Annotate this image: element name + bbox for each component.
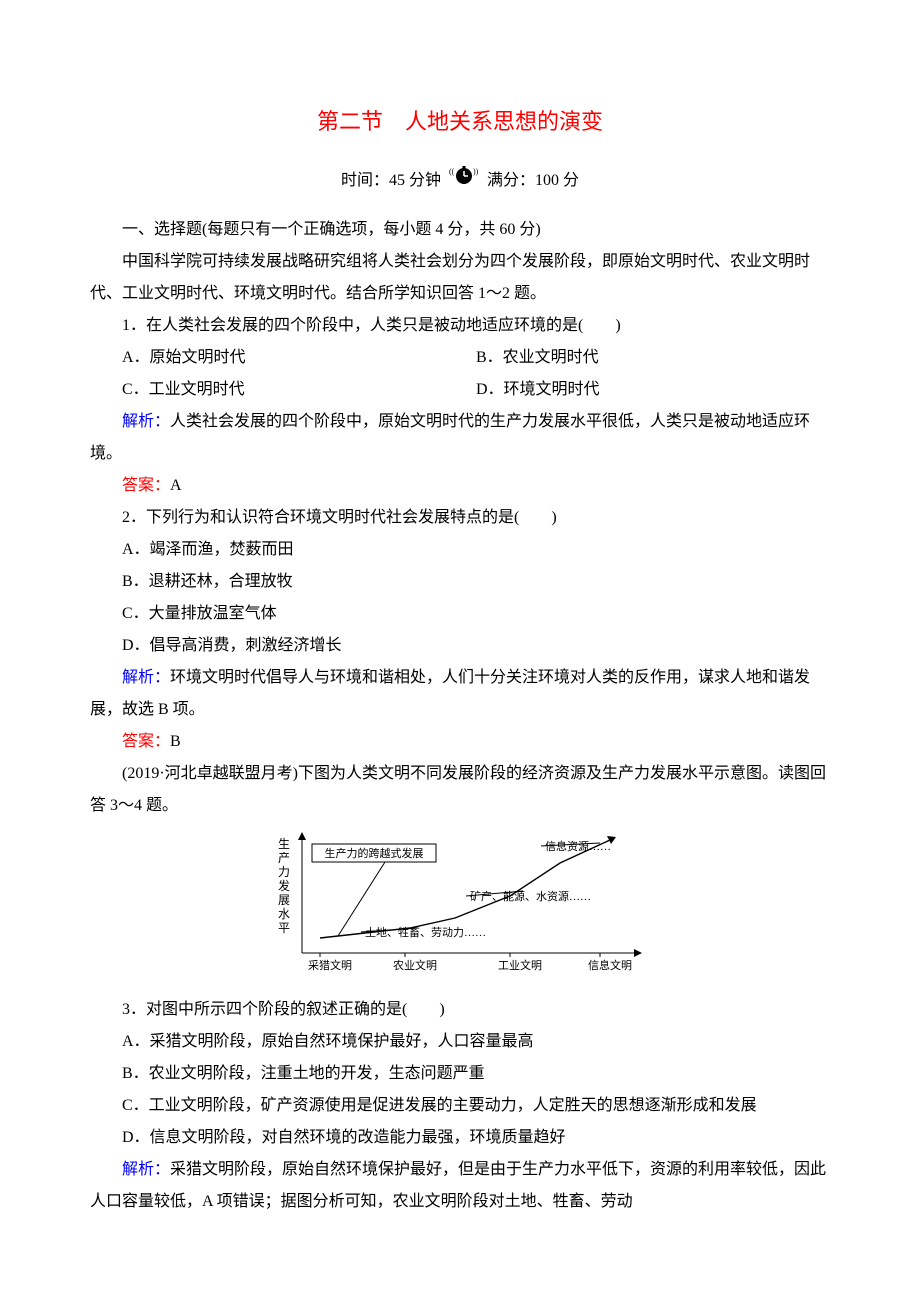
analysis-label: 解析：	[122, 1161, 170, 1178]
q3-analysis-text: 采猎文明阶段，原始自然环境保护最好，但是由于生产力水平低下，资源的利用率较低，因…	[90, 1161, 826, 1210]
svg-text:信息资源……: 信息资源……	[545, 839, 611, 853]
svg-text:土地、牲畜、劳动力……: 土地、牲畜、劳动力……	[365, 925, 486, 939]
q3-option-b: B．农业文明阶段，注重土地的开发，生态问题严重	[90, 1058, 830, 1090]
svg-text:平: 平	[278, 921, 290, 935]
svg-text:((: ((	[449, 167, 455, 176]
q2-answer: 答案：B	[90, 726, 830, 758]
q2-stem: 2．下列行为和认识符合环境文明时代社会发展特点的是( )	[90, 502, 830, 534]
svg-text:)): ))	[473, 167, 479, 176]
svg-text:矿产、能源、水资源……: 矿产、能源、水资源……	[470, 889, 591, 903]
analysis-label: 解析：	[122, 669, 170, 686]
q3-analysis: 解析：采猎文明阶段，原始自然环境保护最好，但是由于生产力水平低下，资源的利用率较…	[90, 1154, 830, 1218]
svg-text:产: 产	[278, 851, 290, 865]
q1-options-row1: A．原始文明时代 B．农业文明时代	[90, 342, 830, 374]
answer-label: 答案：	[122, 477, 170, 494]
q1-stem: 1．在人类社会发展的四个阶段中，人类只是被动地适应环境的是( )	[90, 310, 830, 342]
q2-option-b: B．退耕还林，合理放牧	[90, 566, 830, 598]
q2-analysis-text: 环境文明时代倡导人与环境和谐相处，人们十分关注环境对人类的反作用，谋求人地和谐发…	[90, 669, 810, 718]
q2-answer-text: B	[170, 733, 181, 750]
title-text: 第二节 人地关系思想的演变	[317, 109, 603, 134]
timer-line: 时间：45 分钟 (( )) 满分：100 分	[90, 162, 830, 200]
full-score: 满分：100 分	[487, 172, 579, 189]
svg-text:发: 发	[278, 878, 290, 893]
svg-text:工业文明: 工业文明	[498, 958, 542, 972]
diagram-svg: 生产力发展水平采猎文明 农业文明 工业文明 信息文明 生产力的跨越式发展 信息资源…… 矿产…	[270, 828, 650, 978]
q1-answer: 答案：A	[90, 470, 830, 502]
q2-analysis: 解析：环境文明时代倡导人与环境和谐相处，人们十分关注环境对人类的反作用，谋求人地…	[90, 662, 830, 726]
svg-text:农业文明: 农业文明	[393, 958, 437, 972]
q1-answer-text: A	[170, 477, 182, 494]
q3-stem: 3．对图中所示四个阶段的叙述正确的是( )	[90, 994, 830, 1026]
svg-text:力: 力	[278, 865, 290, 879]
q3-option-d: D．信息文明阶段，对自然环境的改造能力最强，环境质量趋好	[90, 1122, 830, 1154]
q2-option-a: A．竭泽而渔，焚薮而田	[90, 534, 830, 566]
alarm-clock-icon: (( ))	[447, 162, 481, 200]
q1-analysis-text: 人类社会发展的四个阶段中，原始文明时代的生产力发展水平很低，人类只是被动地适应环…	[90, 413, 810, 462]
time-limit: 时间：45 分钟	[341, 172, 441, 189]
passage-2: (2019·河北卓越联盟月考)下图为人类文明不同发展阶段的经济资源及生产力发展水…	[90, 758, 830, 822]
productivity-diagram: 生产力发展水平采猎文明 农业文明 工业文明 信息文明 生产力的跨越式发展 信息资源…… 矿产…	[90, 828, 830, 990]
q1-analysis: 解析：人类社会发展的四个阶段中，原始文明时代的生产力发展水平很低，人类只是被动地…	[90, 406, 830, 470]
q3-option-c: C．工业文明阶段，矿产资源使用是促进发展的主要动力，人定胜天的思想逐渐形成和发展	[90, 1090, 830, 1122]
q1-option-a: A．原始文明时代	[122, 342, 476, 374]
analysis-label: 解析：	[122, 413, 170, 430]
svg-text:水: 水	[278, 907, 290, 921]
passage-1: 中国科学院可持续发展战略研究组将人类社会划分为四个发展阶段，即原始文明时代、农业…	[90, 246, 830, 310]
section-heading: 一、选择题(每题只有一个正确选项，每小题 4 分，共 60 分)	[90, 214, 830, 246]
svg-text:生产力的跨越式发展: 生产力的跨越式发展	[325, 846, 424, 860]
svg-text:采猎文明: 采猎文明	[308, 958, 352, 972]
page-title: 第二节 人地关系思想的演变	[90, 100, 830, 144]
q1-option-d: D．环境文明时代	[476, 374, 830, 406]
svg-text:信息文明: 信息文明	[588, 958, 632, 972]
q1-option-b: B．农业文明时代	[476, 342, 830, 374]
q1-option-c: C．工业文明时代	[122, 374, 476, 406]
answer-label: 答案：	[122, 733, 170, 750]
q2-option-c: C．大量排放温室气体	[90, 598, 830, 630]
q1-options-row2: C．工业文明时代 D．环境文明时代	[90, 374, 830, 406]
svg-text:生: 生	[278, 837, 290, 851]
svg-text:展: 展	[278, 893, 290, 907]
q3-option-a: A．采猎文明阶段，原始自然环境保护最好，人口容量最高	[90, 1026, 830, 1058]
q2-option-d: D．倡导高消费，刺激经济增长	[90, 630, 830, 662]
